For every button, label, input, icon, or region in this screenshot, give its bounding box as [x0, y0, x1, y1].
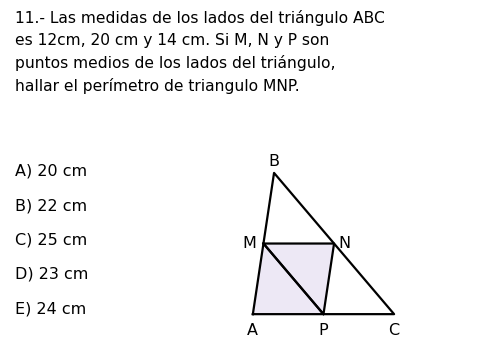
- Text: B: B: [268, 154, 279, 169]
- Text: E) 24 cm: E) 24 cm: [15, 301, 86, 316]
- Text: M: M: [242, 236, 256, 251]
- Text: A: A: [247, 323, 258, 338]
- Text: C) 25 cm: C) 25 cm: [15, 233, 87, 248]
- Polygon shape: [253, 244, 333, 314]
- Text: 11.- Las medidas de los lados del triángulo ABC
es 12cm, 20 cm y 14 cm. Si M, N : 11.- Las medidas de los lados del triáng…: [15, 10, 384, 94]
- Text: A) 20 cm: A) 20 cm: [15, 164, 87, 179]
- Text: D) 23 cm: D) 23 cm: [15, 267, 88, 282]
- Text: P: P: [318, 323, 328, 338]
- Text: B) 22 cm: B) 22 cm: [15, 198, 87, 213]
- Text: N: N: [338, 236, 350, 251]
- Text: C: C: [388, 323, 399, 338]
